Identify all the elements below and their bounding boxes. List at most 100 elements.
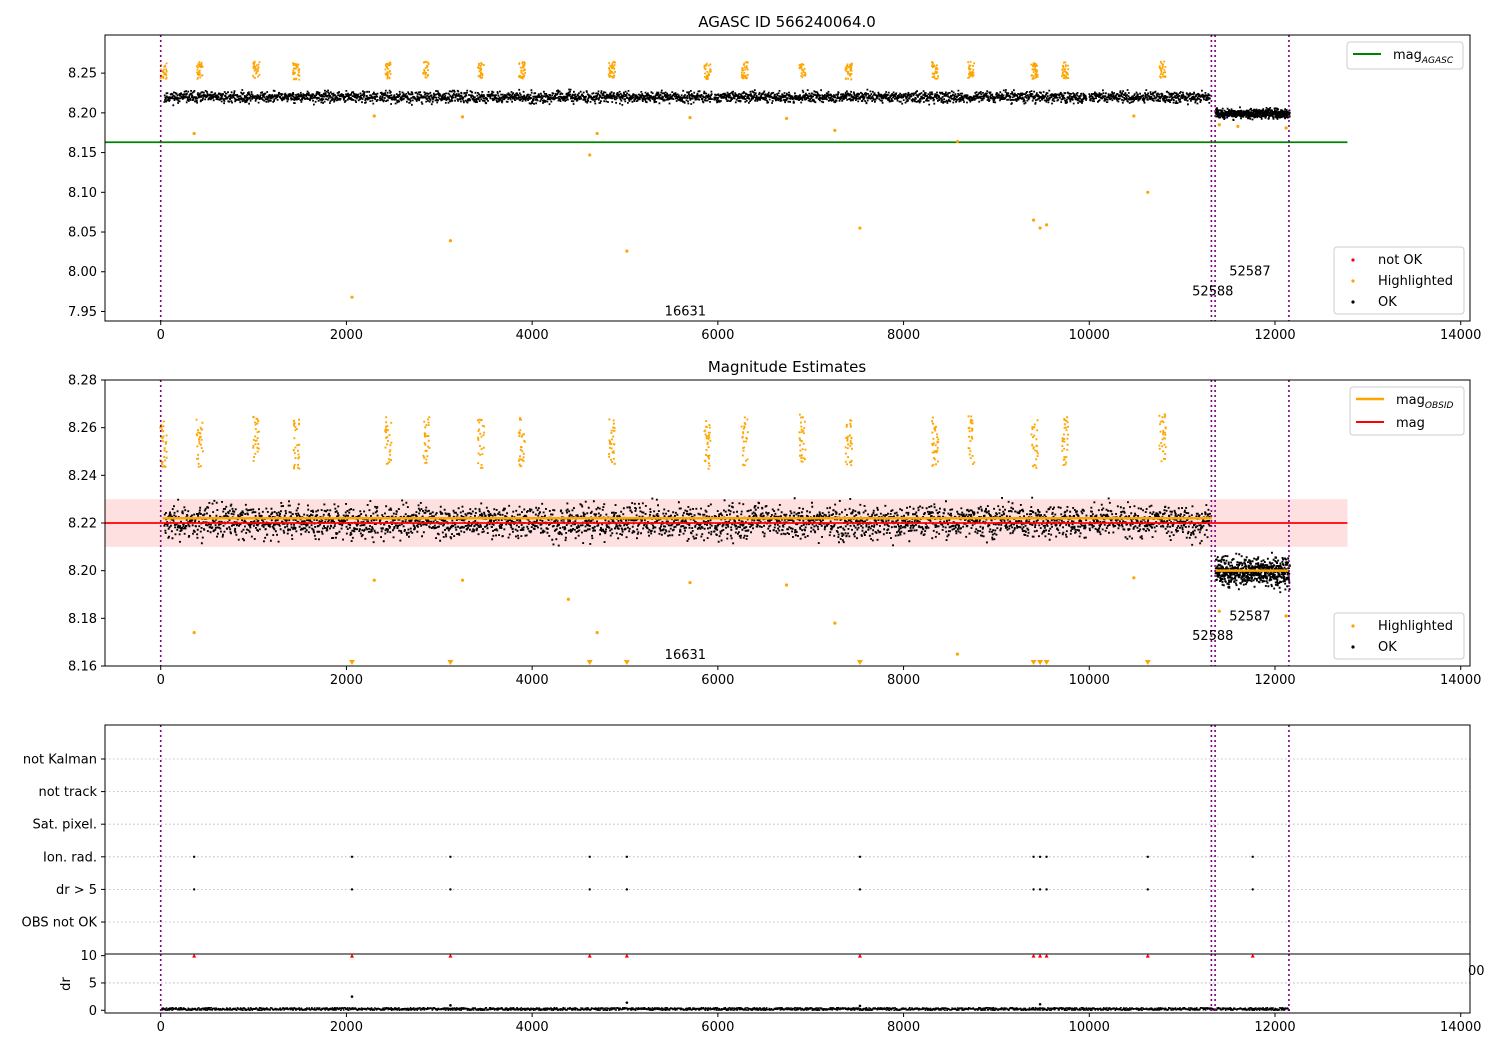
agasc-data-layer: 16631 52588 52587	[105, 35, 1348, 321]
magnitude-xtick: 0	[157, 673, 165, 688]
below-range-marker	[349, 660, 355, 665]
outlier-point	[372, 114, 376, 118]
outlier-point	[1038, 226, 1042, 230]
legend-mag: mag	[1396, 416, 1425, 431]
agasc-ytick: 8.00	[68, 265, 97, 280]
flag-point	[1045, 888, 1048, 891]
flag-point	[1045, 855, 1048, 858]
dr-panel: 0 2000 4000 6000 8000 10000 12000 14000 0 5 10 dr 00	[59, 949, 1485, 1035]
dr-overflow-marker	[587, 953, 592, 958]
outlier-point	[1044, 223, 1049, 227]
outlier-point	[833, 621, 837, 625]
dr-overflow-marker	[1145, 953, 1150, 958]
flag-point	[192, 888, 196, 891]
outlier-point	[566, 597, 570, 601]
outlier-point	[595, 131, 599, 136]
dr-xtick: 12000	[1254, 1020, 1295, 1035]
flags-panel: not Kalman not track Sat. pixel. Ion. rad. d…	[22, 724, 1471, 955]
dr-spike	[350, 995, 354, 998]
magnitude-axes: 0 2000 4000 6000 8000 10000 12000 14000 8.16 8.18…	[68, 374, 1481, 689]
outlier-point	[688, 580, 692, 585]
agasc-xtick: 8000	[887, 328, 920, 343]
axes-frame	[104, 953, 1471, 1014]
flag-point	[588, 888, 591, 891]
agasc-ytick: 7.95	[68, 305, 97, 320]
dr-overflow-marker	[192, 953, 197, 958]
agasc-ytick: 8.10	[68, 186, 97, 201]
agasc-xtick: 10000	[1069, 328, 1110, 343]
dr-ytick: 10	[80, 949, 97, 964]
flag-label: not track	[38, 785, 97, 800]
axes-frame	[104, 34, 1471, 322]
dr-overflow-marker	[1031, 953, 1036, 958]
highlighted-points	[159, 413, 1167, 470]
agasc-xtick: 14000	[1440, 328, 1481, 343]
magnitude-ytick: 8.18	[68, 612, 97, 627]
legend-not-ok: not OK	[1378, 253, 1423, 268]
magnitude-ytick: 8.24	[68, 469, 97, 484]
legend-mag-agasc: magAGASC	[1393, 48, 1454, 66]
dr-xtick: 14000	[1440, 1020, 1481, 1035]
outlier-point	[460, 578, 465, 582]
dr-xtick: 10000	[1069, 1020, 1110, 1035]
flag-point	[1251, 888, 1254, 891]
obsid-annotation: 52588	[1192, 629, 1233, 644]
outlier-point	[372, 578, 376, 582]
outlier-point	[858, 226, 862, 230]
flag-point	[858, 855, 862, 858]
agasc-ytick: 8.25	[68, 67, 97, 82]
agasc-title: AGASC ID 566240064.0	[698, 13, 876, 31]
flag-point	[1251, 855, 1254, 858]
dr-overflow-marker	[624, 953, 629, 958]
agasc-xtick: 2000	[330, 328, 363, 343]
magnitude-legend-top: magOBSID mag	[1349, 386, 1465, 436]
outlier-point	[625, 249, 629, 253]
dr-ytick: 5	[89, 976, 97, 991]
flag-point	[350, 888, 354, 891]
below-range-marker	[1144, 660, 1151, 665]
highlighted-points	[159, 60, 1167, 81]
legend-ok-2: OK	[1378, 640, 1397, 655]
agasc-ytick: 8.15	[68, 146, 97, 161]
magnitude-ytick: 8.28	[68, 374, 97, 389]
cut-tick-label: 00	[1468, 964, 1485, 979]
magnitude-ytick: 8.20	[68, 564, 97, 579]
dr-xtick: 6000	[701, 1020, 734, 1035]
agasc-axes: 0 2000 4000 6000 8000 10000 12000 14000 7.95 8.00…	[68, 34, 1481, 343]
below-range-marker	[856, 660, 863, 665]
dr-overflow-marker	[1038, 953, 1043, 958]
magnitude-xtick: 8000	[887, 673, 920, 688]
obsid-annotation: 16631	[665, 648, 706, 663]
legend-mag-obsid: magOBSID	[1396, 393, 1454, 411]
flag-label: OBS not OK	[22, 916, 98, 931]
outlier-point	[784, 583, 789, 587]
agasc-legend-top: magAGASC	[1346, 41, 1464, 70]
agasc-xtick: 0	[157, 328, 165, 343]
flag-point	[1038, 855, 1042, 858]
agasc-ytick: 8.20	[68, 106, 97, 121]
dr-xtick: 8000	[887, 1020, 920, 1035]
magnitude-panel: Magnitude Estimates 16631 52588 52587 0 200…	[68, 358, 1481, 688]
flag-point	[1146, 855, 1149, 858]
magnitude-xtick: 10000	[1069, 673, 1110, 688]
flag-point	[858, 888, 862, 891]
flag-point	[192, 855, 196, 858]
dr-spike	[858, 1004, 862, 1008]
flag-point	[1038, 888, 1042, 891]
obsid-annotation: 52587	[1229, 610, 1270, 625]
below-range-marker	[586, 660, 593, 665]
flag-point	[1032, 888, 1035, 891]
dr-xtick: 2000	[330, 1020, 363, 1035]
agasc-xtick: 12000	[1254, 328, 1295, 343]
legend-highlighted-2: Highlighted	[1378, 619, 1453, 634]
magnitude-xtick: 14000	[1440, 673, 1481, 688]
outlier-point	[688, 116, 692, 120]
flag-point	[350, 855, 354, 858]
dr-overflow-marker	[350, 953, 354, 958]
outlier-point	[1132, 576, 1136, 580]
agasc-xtick: 4000	[516, 328, 549, 343]
dr-overflow-marker	[1250, 953, 1255, 958]
outlier-point	[955, 139, 960, 144]
dr-ytick: 0	[89, 1004, 97, 1019]
